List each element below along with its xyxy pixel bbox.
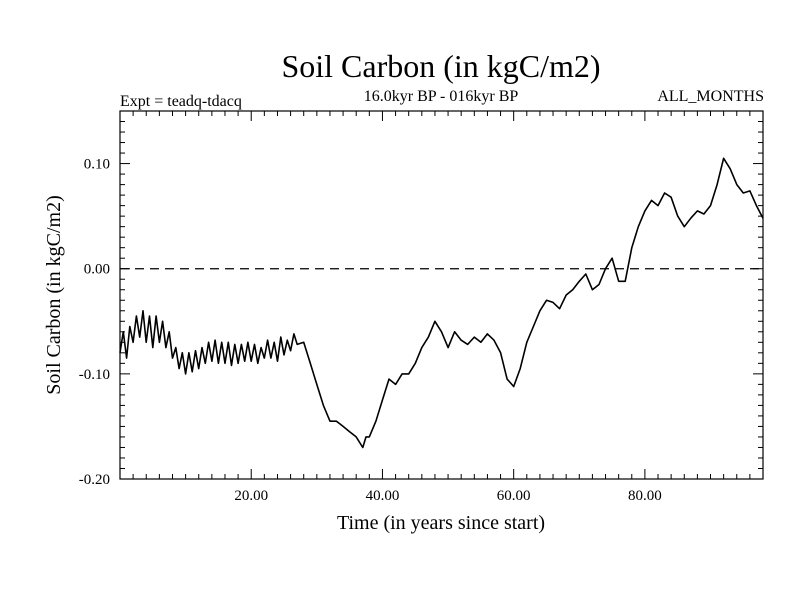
y-tick-label: 0.10 (84, 157, 110, 173)
y-tick-label: 0.00 (84, 262, 110, 278)
x-tick-label: 40.00 (366, 488, 400, 504)
months-label: ALL_MONTHS (657, 88, 764, 105)
y-tick-label: -0.20 (79, 472, 110, 488)
x-tick-label: 20.00 (234, 488, 268, 504)
chart-title: Soil Carbon (in kgC/m2) (281, 48, 600, 84)
series-group (119, 157, 764, 449)
x-axis-ticks: 20.00 40.00 60.00 80.00 (132, 111, 764, 504)
series-line (119, 157, 764, 449)
x-tick-label: 80.00 (628, 488, 662, 504)
experiment-label: Expt = teadq-tdacq (120, 93, 242, 110)
chart-subtitle: 16.0kyr BP - 016kyr BP (364, 88, 519, 105)
x-tick-label: 60.00 (497, 488, 531, 504)
y-axis-label: Soil Carbon (in kgC/m2) (43, 195, 65, 394)
y-tick-label: -0.10 (79, 367, 110, 383)
plot-frame (119, 110, 764, 480)
x-axis-label: Time (in years since start) (337, 512, 545, 534)
